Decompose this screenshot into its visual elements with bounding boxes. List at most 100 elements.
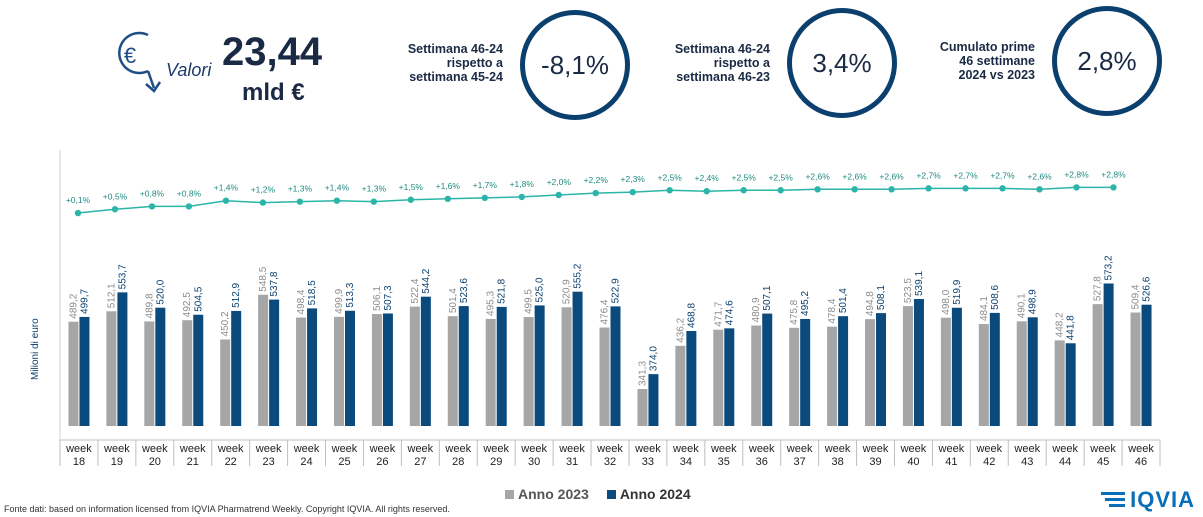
- legend-label-2023: Anno 2023: [518, 486, 589, 502]
- data-label-2024: 526,6: [1142, 276, 1153, 301]
- x-tick-label: 18: [73, 456, 85, 468]
- data-label-2024: 508,1: [876, 285, 887, 310]
- x-tick-label: 26: [376, 456, 388, 468]
- stat-1-text: Settimana 46-24 rispetto a settimana 45-…: [407, 42, 503, 84]
- data-label-2023: 450,2: [220, 311, 231, 336]
- growth-point: [518, 193, 525, 201]
- x-tick-label: week: [975, 443, 1002, 455]
- growth-point: [259, 199, 267, 206]
- x-tick-label: week: [596, 443, 623, 455]
- x-tick-label: 20: [149, 456, 161, 468]
- growth-label: +1,3%: [362, 184, 387, 194]
- bar-2024: [382, 313, 393, 426]
- data-label-2024: 501,4: [838, 288, 849, 313]
- data-label-2023: 494,8: [865, 291, 876, 316]
- data-label-2023: 522,4: [410, 278, 421, 303]
- growth-point: [703, 188, 710, 195]
- data-label-2024: 519,9: [952, 279, 963, 304]
- bar-2024: [496, 306, 507, 426]
- x-tick-label: week: [672, 443, 699, 455]
- x-tick-label: 27: [414, 456, 426, 468]
- x-tick-label: 35: [718, 456, 730, 468]
- bar-2024: [420, 296, 431, 426]
- data-label-2023: 492,5: [182, 292, 193, 317]
- stat-2-text: Settimana 46-24 rispetto a settimana 46-…: [674, 42, 770, 84]
- x-tick-label: 46: [1135, 456, 1147, 468]
- growth-point: [222, 197, 230, 204]
- bar-2024: [1103, 283, 1114, 426]
- data-label-2024: 523,6: [459, 278, 470, 303]
- svg-text:€: €: [124, 43, 136, 68]
- bar-2023: [637, 389, 648, 426]
- x-tick-label: 41: [945, 456, 957, 468]
- growth-point: [1110, 184, 1117, 191]
- bar-2023: [258, 294, 269, 426]
- x-tick-label: week: [255, 443, 282, 455]
- growth-point: [370, 198, 378, 205]
- data-label-2024: 553,7: [117, 264, 128, 289]
- stat-3-text: Cumulato prime 46 settimane 2024 vs 2023: [939, 40, 1035, 82]
- data-label-2024: 525,0: [535, 277, 546, 302]
- bar-2023: [978, 324, 989, 426]
- bar-2023: [220, 339, 231, 426]
- x-tick-label: week: [900, 443, 927, 455]
- data-label-2023: 523,5: [903, 278, 914, 303]
- x-tick-label: week: [1127, 443, 1154, 455]
- legend-swatch-2024: [606, 489, 616, 499]
- bar-2024: [1065, 343, 1076, 426]
- x-tick-label: 38: [831, 456, 843, 468]
- growth-label: +2,7%: [953, 170, 978, 180]
- x-tick-label: 34: [680, 456, 692, 468]
- growth-label: +1,5%: [399, 182, 424, 192]
- data-label-2023: 484,1: [979, 296, 990, 321]
- y-axis-label: Milioni di euro: [30, 318, 41, 380]
- data-label-2023: 498,4: [296, 289, 307, 314]
- growth-label: +1,6%: [436, 181, 461, 191]
- x-tick-label: week: [748, 443, 775, 455]
- logo-text: IQVIA: [1130, 487, 1195, 512]
- growth-label: +1,2%: [251, 185, 276, 195]
- growth-label: +1,3%: [288, 184, 313, 194]
- growth-point: [148, 203, 156, 210]
- growth-label: +2,7%: [916, 170, 941, 180]
- bar-2024: [344, 310, 355, 426]
- growth-label: +2,7%: [990, 170, 1015, 180]
- growth-point: [592, 189, 599, 197]
- x-tick-label: week: [141, 443, 168, 455]
- x-tick-label: 24: [300, 456, 312, 468]
- bar-2024: [686, 330, 697, 426]
- x-tick-label: week: [293, 443, 320, 455]
- data-label-2024: 374,0: [648, 346, 659, 371]
- growth-point: [333, 197, 341, 204]
- x-tick-label: 28: [452, 456, 464, 468]
- bar-2023: [106, 311, 117, 426]
- growth-label: +2,5%: [731, 172, 756, 182]
- bar-2023: [865, 319, 876, 426]
- iqvia-logo-icon: [1101, 492, 1126, 507]
- bar-2023: [827, 326, 838, 426]
- data-label-2023: 478,4: [827, 298, 838, 323]
- bar-2024: [1027, 317, 1038, 426]
- x-tick-label: 22: [225, 456, 237, 468]
- bar-2024: [193, 314, 204, 426]
- data-label-2024: 474,6: [724, 300, 735, 325]
- growth-label: +2,5%: [768, 172, 793, 182]
- growth-label: +2,5%: [658, 172, 683, 182]
- x-tick-label: 25: [338, 456, 350, 468]
- source-footnote: Fonte dati: based on information license…: [4, 504, 450, 514]
- bar-2023: [751, 325, 762, 426]
- bar-2023: [599, 327, 610, 426]
- x-tick-label: 29: [490, 456, 502, 468]
- data-label-2023: 506,1: [372, 286, 383, 311]
- data-label-2023: 498,0: [941, 289, 952, 314]
- data-label-2024: 507,1: [762, 285, 773, 310]
- data-label-2023: 436,2: [675, 317, 686, 342]
- bar-2024: [724, 328, 735, 426]
- x-tick-label: 39: [869, 456, 881, 468]
- growth-point: [296, 198, 304, 205]
- bar-2023: [485, 318, 496, 426]
- bar-2024: [1141, 304, 1152, 426]
- legend-item-2024: Anno 2024: [606, 486, 691, 502]
- data-label-2023: 499,5: [524, 289, 535, 314]
- bar-2023: [409, 306, 420, 426]
